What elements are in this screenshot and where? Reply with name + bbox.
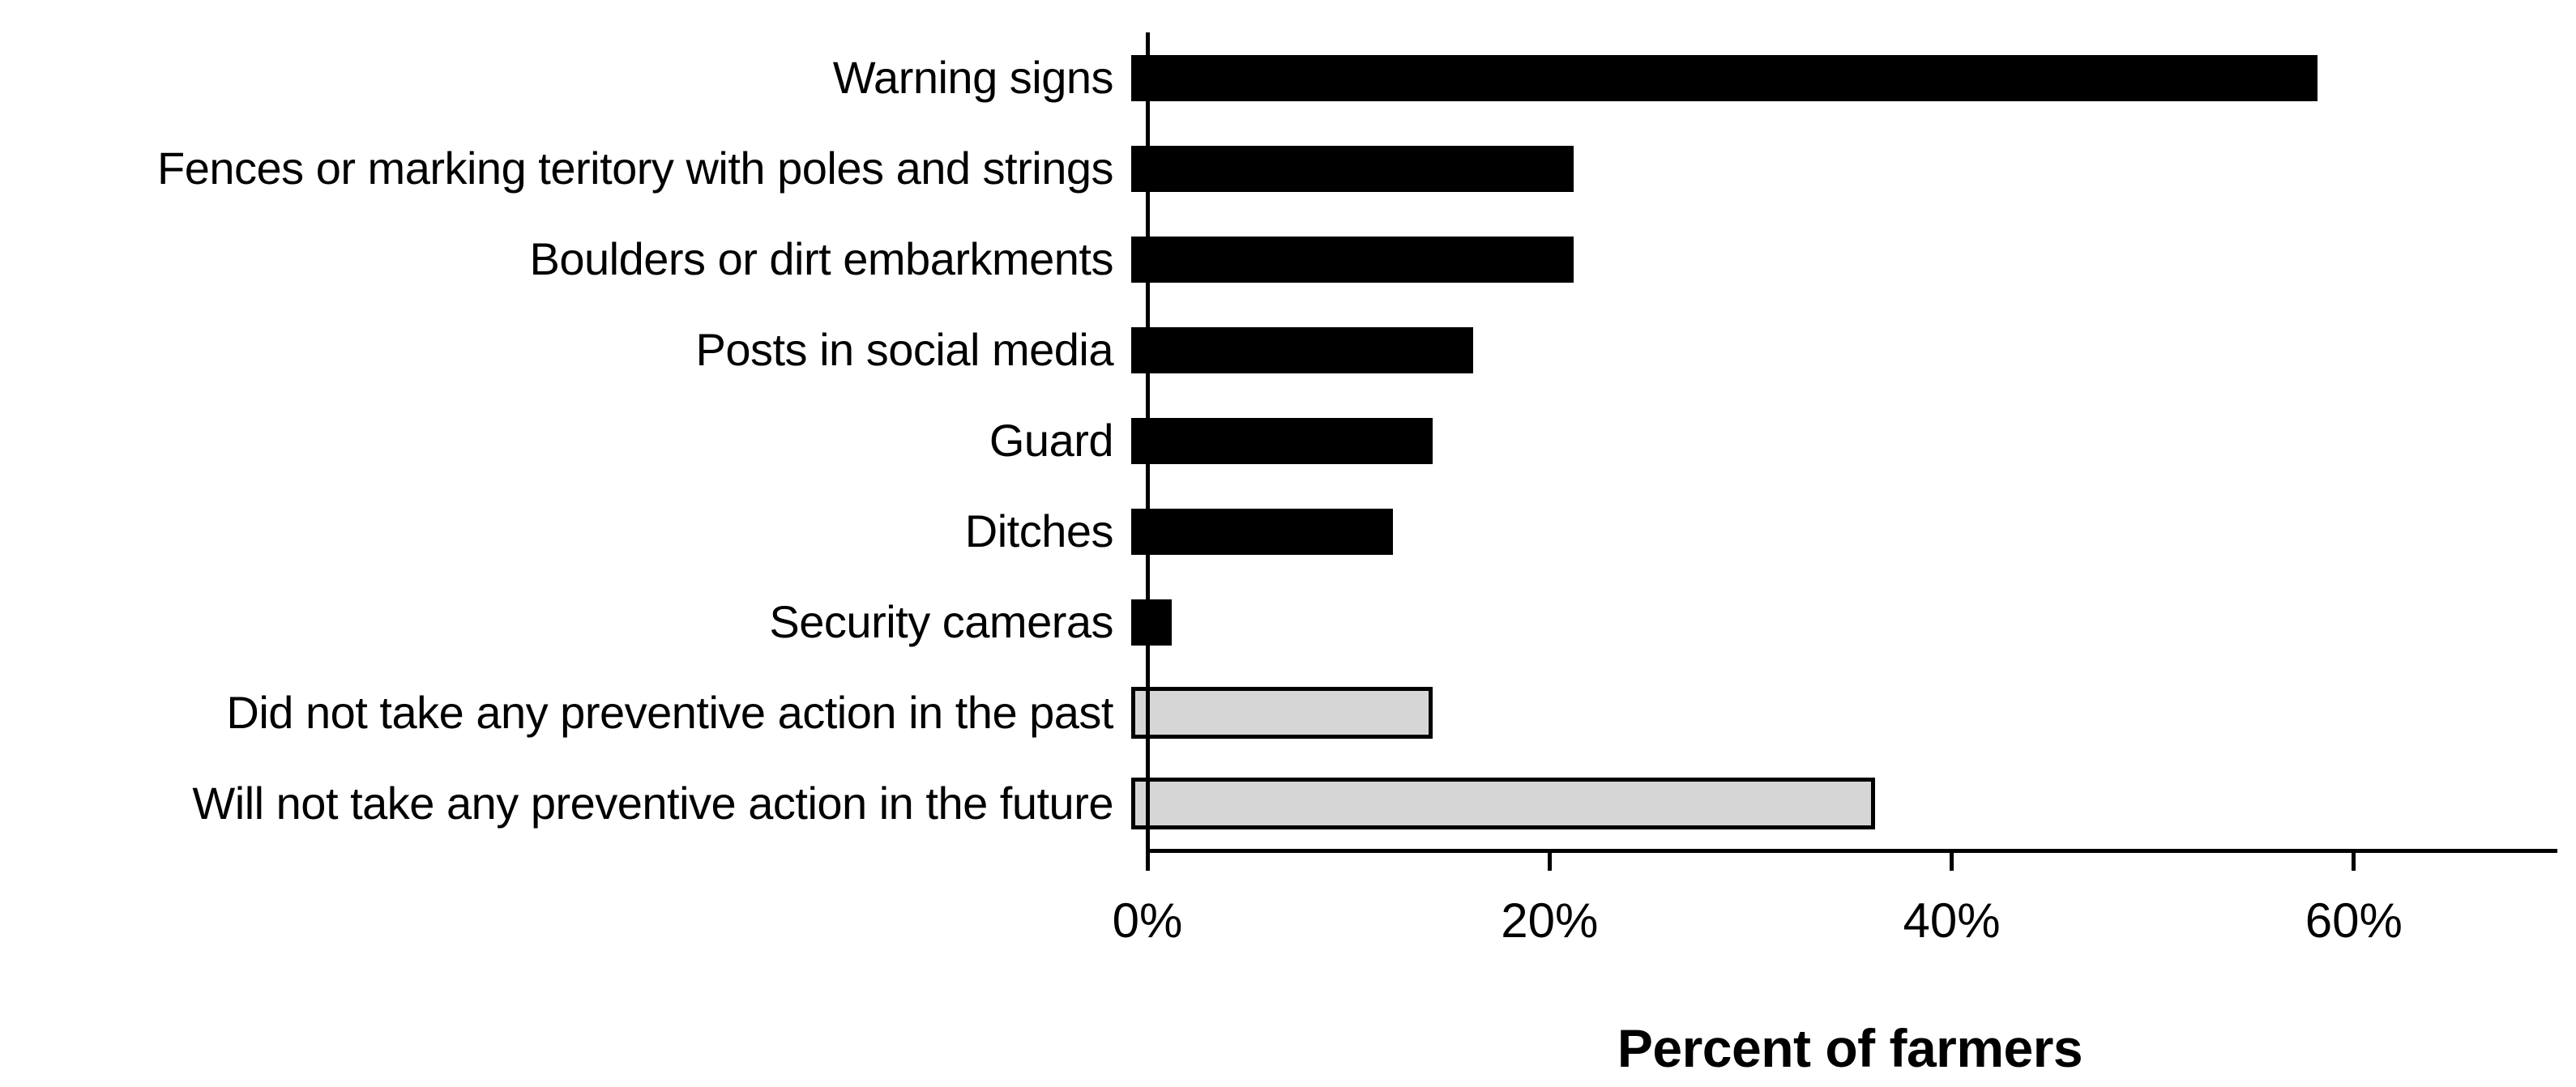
bar-row: Boulders or dirt embarkments bbox=[0, 214, 2576, 305]
x-axis-title: Percent of farmers bbox=[1617, 1018, 2083, 1078]
x-tick-label: 0% bbox=[1112, 893, 1183, 948]
bar bbox=[1131, 778, 1876, 829]
bar-row: Security cameras bbox=[0, 577, 2576, 667]
bar bbox=[1131, 417, 1433, 464]
y-axis-line bbox=[1146, 32, 1150, 853]
bar-rows: Warning signs Fences or marking teritory… bbox=[0, 32, 2576, 849]
bar bbox=[1131, 236, 1574, 283]
x-axis-line bbox=[1146, 849, 2557, 853]
x-tick-label: 20% bbox=[1501, 893, 1599, 948]
bar-track bbox=[1131, 577, 2539, 667]
x-tick-mark bbox=[1145, 849, 1150, 871]
bar-track bbox=[1131, 214, 2539, 305]
bar-row: Posts in social media bbox=[0, 305, 2576, 395]
category-label: Will not take any preventive action in t… bbox=[192, 777, 1113, 829]
x-tick-mark bbox=[1547, 849, 1552, 871]
bar-row: Ditches bbox=[0, 486, 2576, 577]
bar-track bbox=[1131, 32, 2539, 123]
category-label: Posts in social media bbox=[695, 323, 1113, 375]
bar-track bbox=[1131, 305, 2539, 395]
bar bbox=[1131, 145, 1574, 192]
category-label: Ditches bbox=[964, 505, 1114, 556]
category-label: Boulders or dirt embarkments bbox=[529, 232, 1113, 284]
bar bbox=[1131, 54, 2318, 101]
bar-row: Warning signs bbox=[0, 32, 2576, 123]
x-tick-mark bbox=[1950, 849, 1954, 871]
bar-track bbox=[1131, 667, 2539, 758]
bar bbox=[1131, 599, 1172, 646]
x-tick-mark bbox=[2352, 849, 2356, 871]
bar-row: Will not take any preventive action in t… bbox=[0, 758, 2576, 849]
bar-row: Guard bbox=[0, 395, 2576, 486]
category-label: Did not take any preventive action in th… bbox=[226, 686, 1113, 738]
x-tick-label: 60% bbox=[2305, 893, 2403, 948]
category-label: Guard bbox=[989, 414, 1114, 466]
category-label: Warning signs bbox=[832, 51, 1114, 103]
bar-track bbox=[1131, 395, 2539, 486]
bar bbox=[1131, 687, 1433, 739]
bar-track bbox=[1131, 758, 2539, 849]
bar bbox=[1131, 508, 1393, 555]
category-label: Security cameras bbox=[769, 595, 1113, 647]
category-label: Fences or marking teritory with poles an… bbox=[157, 142, 1114, 194]
bar-track bbox=[1131, 486, 2539, 577]
bar-row: Fences or marking teritory with poles an… bbox=[0, 123, 2576, 214]
bar-row: Did not take any preventive action in th… bbox=[0, 667, 2576, 758]
x-tick-label: 40% bbox=[1903, 893, 2001, 948]
bar-track bbox=[1131, 123, 2539, 214]
bar bbox=[1131, 326, 1473, 373]
